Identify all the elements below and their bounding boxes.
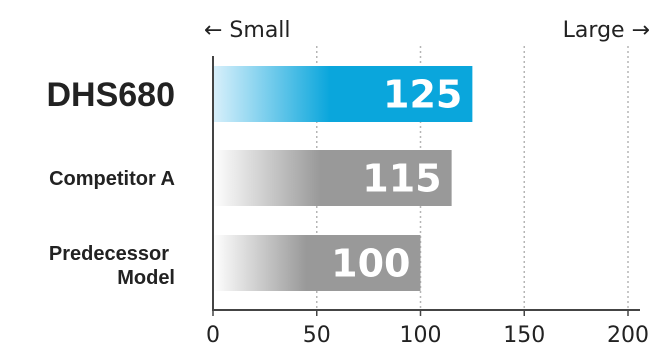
category-label: Predecessor Model (49, 243, 175, 289)
bar-2 (213, 150, 452, 206)
x-tick-label: 200 (607, 323, 649, 348)
category-label: Competitor A (49, 168, 175, 190)
x-tick-label: 150 (503, 323, 545, 348)
direction-label-small: ← Small (204, 18, 291, 43)
x-tick-label: 0 (206, 323, 220, 348)
x-tick-label: 50 (303, 323, 331, 348)
x-tick-label: 100 (400, 323, 442, 348)
bar-3 (213, 235, 421, 291)
labels-group: 125 DHS680 115 Competitor A 100 Predecessor Mo… (46, 18, 650, 289)
bar-1 (213, 66, 473, 122)
value-label: 100 (331, 242, 410, 286)
category-label: DHS680 (46, 76, 175, 114)
x-axis: 0 50 100 150 200 (206, 56, 649, 348)
bars-group (213, 66, 473, 291)
value-label: 125 (383, 73, 462, 117)
value-label: 115 (362, 157, 441, 201)
direction-label-large: Large → (563, 18, 650, 43)
